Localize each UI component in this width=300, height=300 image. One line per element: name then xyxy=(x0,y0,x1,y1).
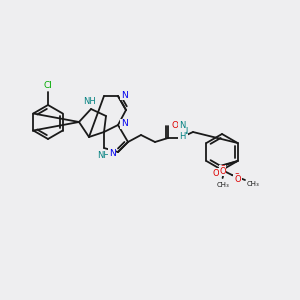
Text: NH: NH xyxy=(84,98,96,106)
Text: N: N xyxy=(181,128,187,136)
Text: N: N xyxy=(109,148,116,158)
Text: NH: NH xyxy=(97,151,110,160)
Text: O: O xyxy=(212,169,219,178)
Text: O: O xyxy=(234,173,240,182)
Text: CH₃: CH₃ xyxy=(247,181,260,187)
Text: N: N xyxy=(121,119,128,128)
Text: O: O xyxy=(172,122,178,130)
Text: O: O xyxy=(219,167,226,176)
Text: O: O xyxy=(235,175,241,184)
Text: Cl: Cl xyxy=(44,82,52,91)
Text: O: O xyxy=(219,166,226,175)
Text: N: N xyxy=(121,91,128,100)
Text: N
H: N H xyxy=(179,121,185,141)
Text: N: N xyxy=(181,128,187,136)
Text: CH₃: CH₃ xyxy=(216,182,229,188)
